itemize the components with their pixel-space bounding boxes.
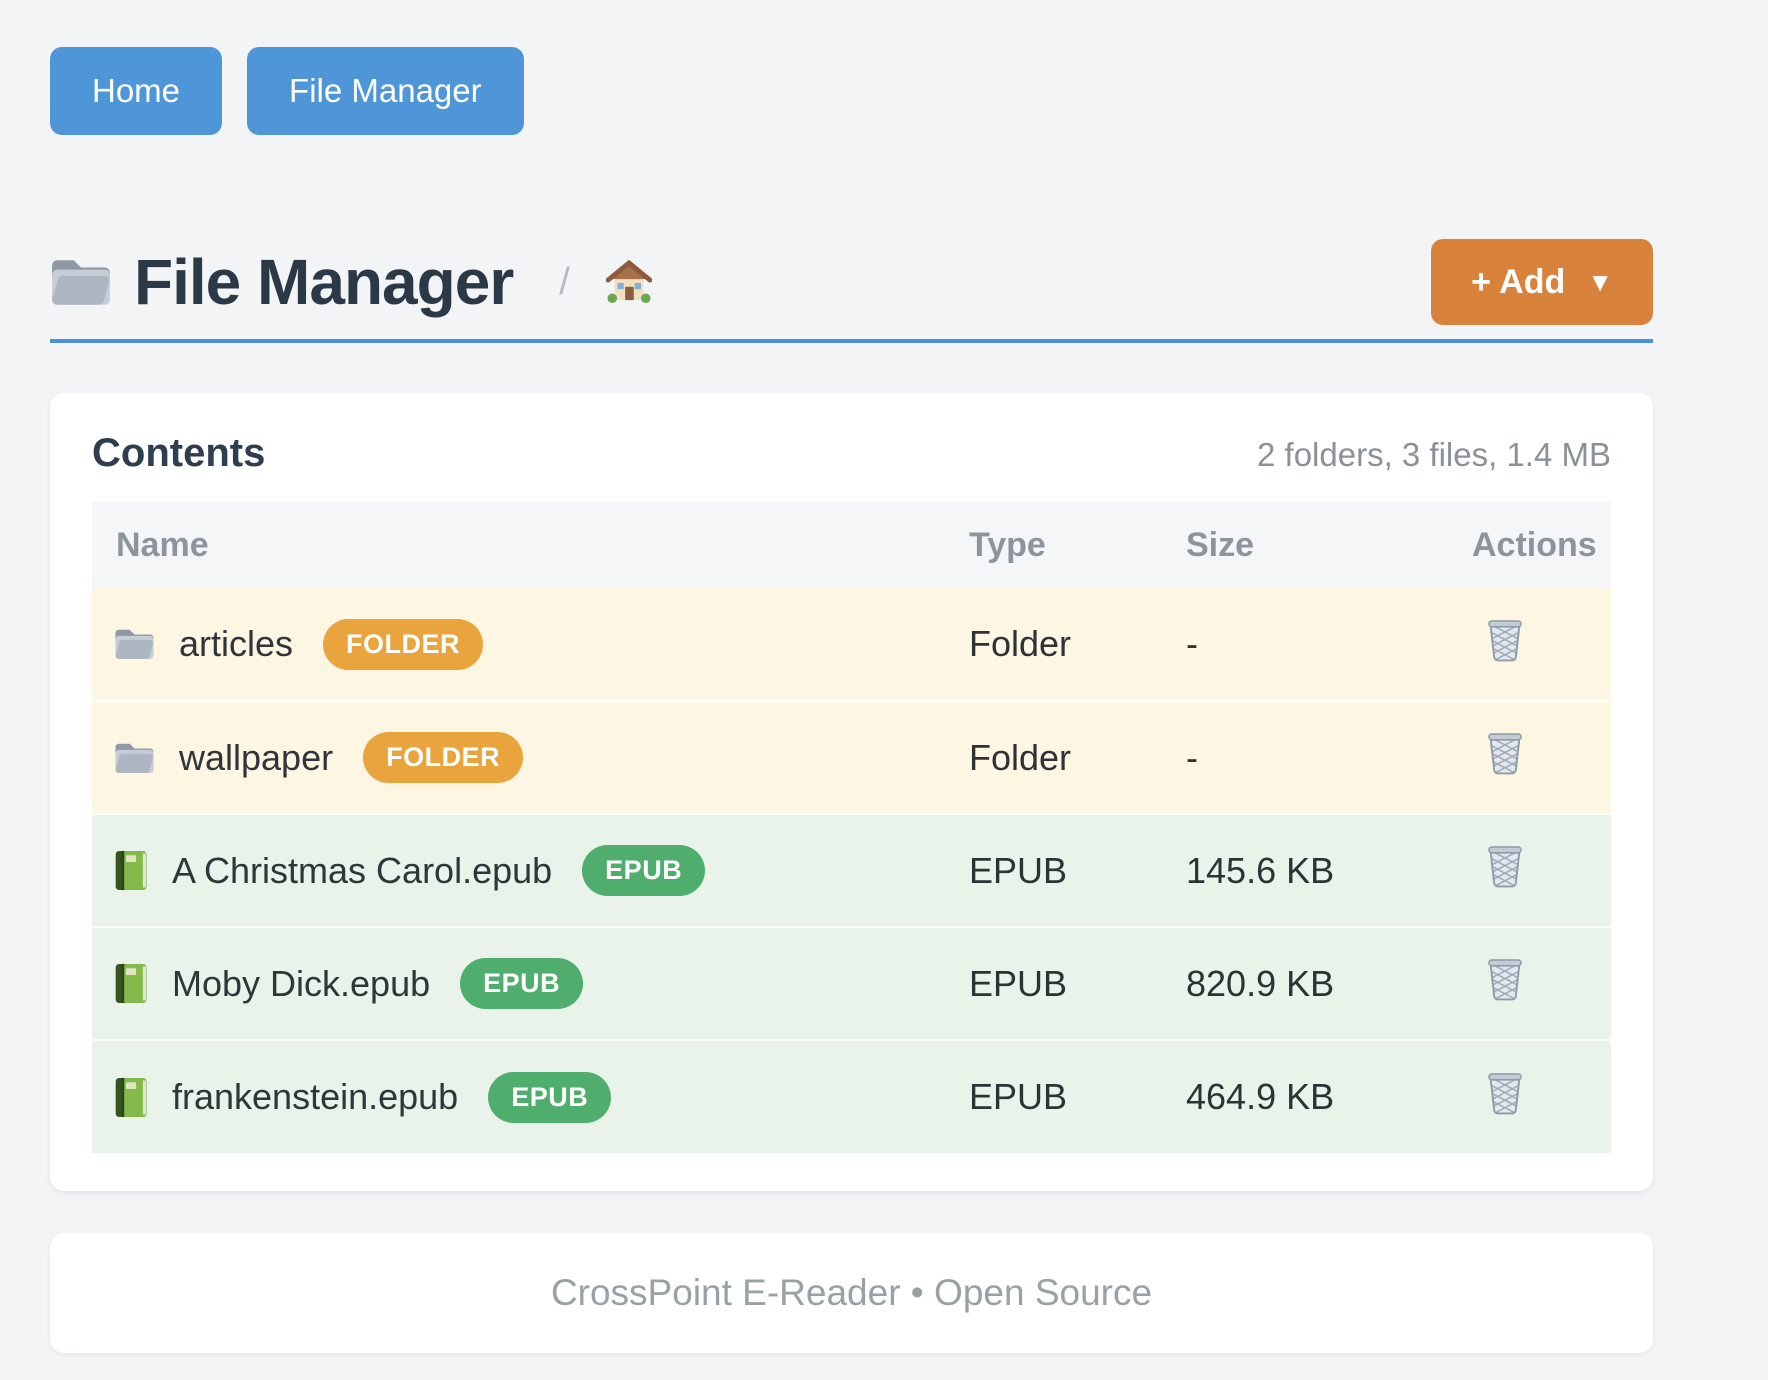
- add-button-label: + Add: [1471, 263, 1565, 302]
- type-badge: FOLDER: [323, 619, 483, 670]
- table-row: frankenstein.epub EPUB EPUB 464.9 KB: [92, 1040, 1611, 1153]
- folder-icon: [114, 627, 155, 661]
- type-cell: EPUB: [969, 814, 1186, 927]
- page-title: File Manager: [134, 245, 513, 319]
- wastebasket-icon: [1486, 731, 1524, 775]
- files-table: Name Type Size Actions articles FOLDER F…: [92, 502, 1611, 1153]
- chevron-down-icon: ▼: [1587, 267, 1613, 298]
- green-book-icon: [114, 1076, 148, 1119]
- contents-card: Contents 2 folders, 3 files, 1.4 MB Name…: [50, 393, 1653, 1191]
- column-header-type: Type: [969, 502, 1186, 588]
- item-name-link[interactable]: Moby Dick.epub: [172, 963, 430, 1005]
- footer-card: CrossPoint E-Reader • Open Source: [50, 1233, 1653, 1353]
- delete-button[interactable]: [1472, 618, 1524, 662]
- type-badge: EPUB: [488, 1072, 611, 1123]
- delete-button[interactable]: [1472, 957, 1524, 1001]
- wastebasket-icon: [1486, 957, 1524, 1001]
- breadcrumb-separator: /: [559, 261, 570, 304]
- page-header: File Manager / + Add ▼: [50, 239, 1653, 343]
- wastebasket-icon: [1486, 844, 1524, 888]
- type-cell: Folder: [969, 701, 1186, 814]
- title-wrap: File Manager /: [50, 245, 652, 319]
- add-button[interactable]: + Add ▼: [1431, 239, 1653, 325]
- type-cell: EPUB: [969, 1040, 1186, 1153]
- delete-button[interactable]: [1472, 1071, 1524, 1115]
- delete-button[interactable]: [1472, 731, 1524, 775]
- size-cell: 464.9 KB: [1186, 1040, 1472, 1153]
- footer-text: CrossPoint E-Reader • Open Source: [50, 1272, 1653, 1314]
- delete-button[interactable]: [1472, 844, 1524, 888]
- size-cell: -: [1186, 701, 1472, 814]
- file-manager-button[interactable]: File Manager: [247, 47, 524, 135]
- folder-icon: [114, 741, 155, 775]
- page: Home File Manager File Manager / + Add ▼…: [50, 0, 1653, 1353]
- table-row: wallpaper FOLDER Folder -: [92, 701, 1611, 814]
- home-button[interactable]: Home: [50, 47, 222, 135]
- green-book-icon: [114, 962, 148, 1005]
- nav-buttons: Home File Manager: [50, 47, 1653, 135]
- type-cell: EPUB: [969, 927, 1186, 1040]
- item-name-link[interactable]: A Christmas Carol.epub: [172, 850, 552, 892]
- type-badge: EPUB: [460, 958, 583, 1009]
- type-badge: EPUB: [582, 845, 705, 896]
- type-cell: Folder: [969, 588, 1186, 701]
- panel-head: Contents 2 folders, 3 files, 1.4 MB: [92, 431, 1611, 476]
- column-header-size: Size: [1186, 502, 1472, 588]
- size-cell: 145.6 KB: [1186, 814, 1472, 927]
- size-cell: -: [1186, 588, 1472, 701]
- item-name-link[interactable]: articles: [179, 623, 293, 665]
- house-icon[interactable]: [606, 260, 652, 304]
- size-cell: 820.9 KB: [1186, 927, 1472, 1040]
- table-row: Moby Dick.epub EPUB EPUB 820.9 KB: [92, 927, 1611, 1040]
- item-name-link[interactable]: wallpaper: [179, 737, 333, 779]
- folder-icon: [50, 256, 112, 308]
- green-book-icon: [114, 849, 148, 892]
- type-badge: FOLDER: [363, 732, 523, 783]
- item-name-link[interactable]: frankenstein.epub: [172, 1076, 458, 1118]
- column-header-actions: Actions: [1472, 502, 1611, 588]
- table-header-row: Name Type Size Actions: [92, 502, 1611, 588]
- table-row: articles FOLDER Folder -: [92, 588, 1611, 701]
- panel-summary: 2 folders, 3 files, 1.4 MB: [1257, 436, 1611, 474]
- wastebasket-icon: [1486, 1071, 1524, 1115]
- panel-title: Contents: [92, 431, 265, 476]
- table-row: A Christmas Carol.epub EPUB EPUB 145.6 K…: [92, 814, 1611, 927]
- wastebasket-icon: [1486, 618, 1524, 662]
- column-header-name: Name: [92, 502, 969, 588]
